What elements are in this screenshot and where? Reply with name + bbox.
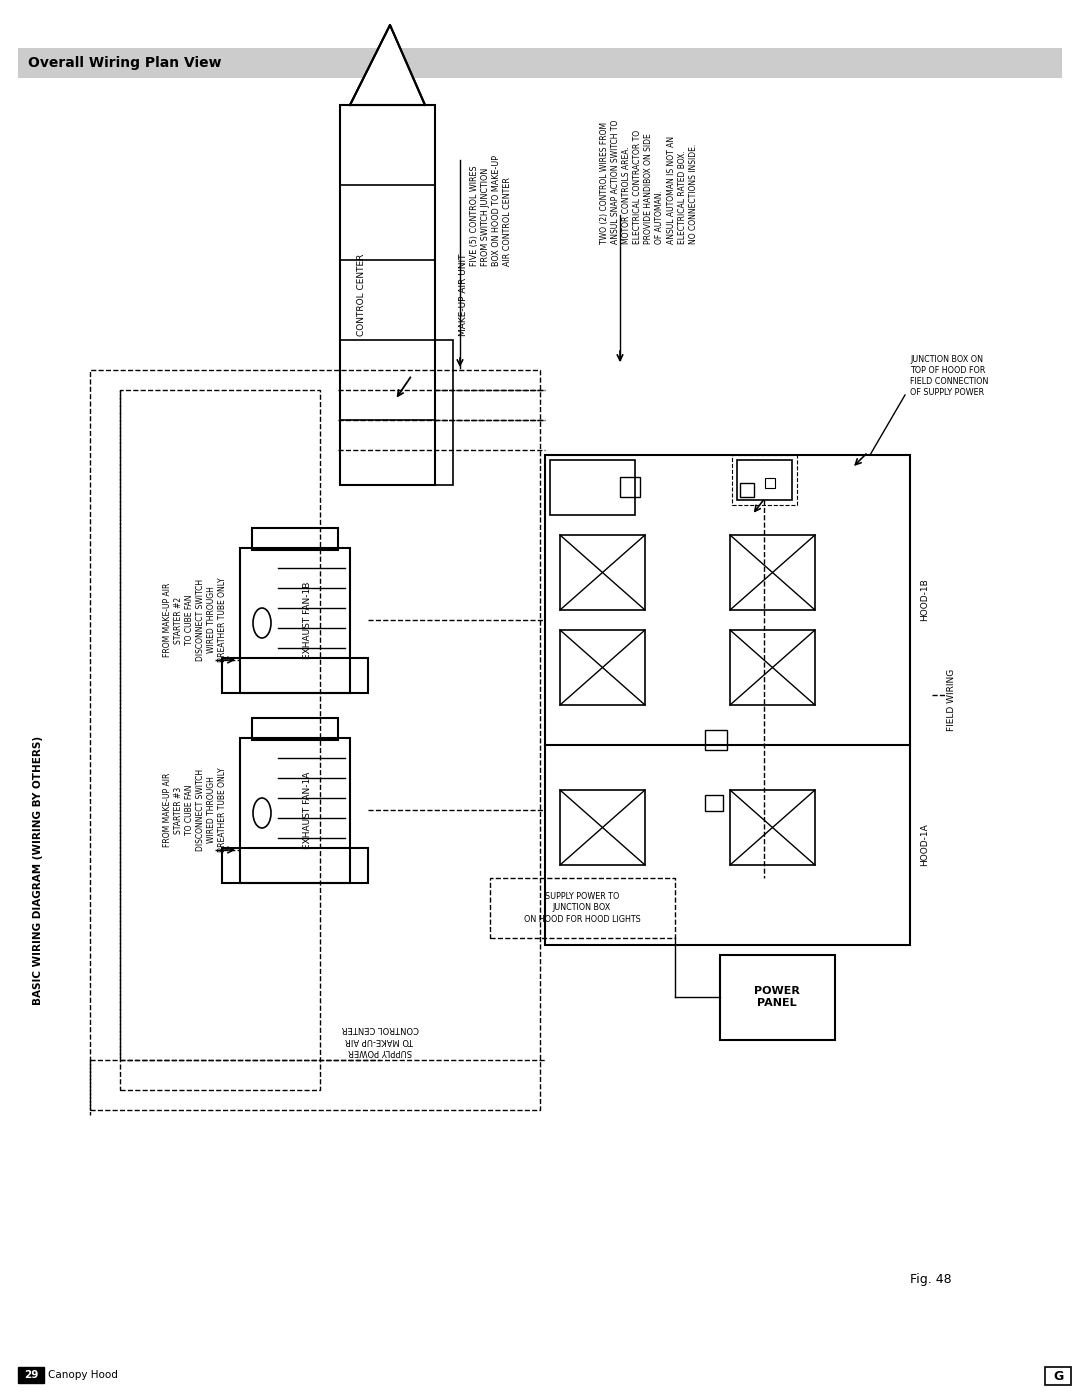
- Bar: [561, 630, 645, 705]
- Text: SUPPLY POWER TO
JUNCTION BOX
ON HOOD FOR HOOD LIGHTS: SUPPLY POWER TO JUNCTION BOX ON HOOD FOR…: [524, 893, 640, 923]
- Text: HOOD-1A: HOOD-1A: [920, 824, 929, 866]
- Bar: [1045, 1368, 1071, 1384]
- Bar: [18, 1368, 44, 1383]
- Bar: [120, 390, 320, 1090]
- Text: CONTROL CENTER: CONTROL CENTER: [357, 254, 366, 337]
- Bar: [705, 795, 723, 812]
- Text: MAKE-UP AIR UNIT: MAKE-UP AIR UNIT: [459, 254, 468, 337]
- Text: EXHAUST FAN-1A: EXHAUST FAN-1A: [303, 771, 312, 849]
- Text: BASIC WIRING DIAGRAM (WIRING BY OTHERS): BASIC WIRING DIAGRAM (WIRING BY OTHERS): [33, 735, 43, 1004]
- Bar: [561, 789, 645, 865]
- Text: HOOD-1B: HOOD-1B: [920, 578, 929, 622]
- Bar: [620, 476, 640, 497]
- Bar: [732, 455, 797, 504]
- Bar: [550, 460, 635, 515]
- Text: TWO (2) CONTROL WIRES FROM
ANSUL SNAP ACTION SWITCH TO
MOTOR CONTROLS AREA.
ELEC: TWO (2) CONTROL WIRES FROM ANSUL SNAP AC…: [600, 120, 698, 244]
- Text: FIVE (5) CONTROL WIRES
FROM SWITCH JUNCTION
BOX ON HOOD TO MAKE-UP
AIR CONTROL C: FIVE (5) CONTROL WIRES FROM SWITCH JUNCT…: [470, 155, 512, 265]
- Bar: [737, 460, 792, 500]
- Text: EXHAUST FAN-1B: EXHAUST FAN-1B: [303, 581, 312, 659]
- Bar: [222, 848, 368, 883]
- Text: Overall Wiring Plan View: Overall Wiring Plan View: [28, 56, 221, 70]
- Bar: [730, 535, 815, 610]
- Text: G: G: [1053, 1369, 1063, 1383]
- Text: 29: 29: [24, 1370, 38, 1380]
- Text: SUPPLY POWER
TO MAKE-UP AIR
CONTROL CENTER: SUPPLY POWER TO MAKE-UP AIR CONTROL CENT…: [341, 1024, 419, 1056]
- Bar: [340, 105, 435, 485]
- Bar: [490, 877, 675, 937]
- Polygon shape: [350, 25, 426, 105]
- Bar: [730, 630, 815, 705]
- Bar: [252, 528, 338, 550]
- Text: FIELD WIRING: FIELD WIRING: [947, 669, 957, 731]
- Bar: [240, 738, 350, 883]
- Text: Fig. 48: Fig. 48: [910, 1274, 951, 1287]
- Bar: [765, 478, 775, 488]
- Text: POWER
PANEL: POWER PANEL: [754, 986, 800, 1007]
- Bar: [222, 658, 368, 693]
- Bar: [705, 731, 727, 750]
- Bar: [435, 339, 453, 485]
- Bar: [90, 370, 540, 1111]
- Bar: [545, 455, 910, 944]
- Bar: [740, 483, 754, 497]
- Bar: [240, 548, 350, 693]
- Text: JUNCTION BOX ON
TOP OF HOOD FOR
FIELD CONNECTION
OF SUPPLY POWER: JUNCTION BOX ON TOP OF HOOD FOR FIELD CO…: [910, 355, 988, 397]
- Text: FROM MAKE-UP AIR
STARTER #2
TO CUBE FAN
DISCONNECT SWITCH
WIRED THROUGH
BREATHER: FROM MAKE-UP AIR STARTER #2 TO CUBE FAN …: [163, 578, 227, 662]
- Bar: [252, 718, 338, 740]
- Bar: [720, 956, 835, 1039]
- Text: FROM MAKE-UP AIR
STARTER #3
TO CUBE FAN
DISCONNECT SWITCH
WIRED THROUGH
BREATHER: FROM MAKE-UP AIR STARTER #3 TO CUBE FAN …: [163, 768, 227, 852]
- Bar: [730, 789, 815, 865]
- Bar: [18, 47, 1062, 78]
- Bar: [561, 535, 645, 610]
- Text: Canopy Hood: Canopy Hood: [48, 1370, 118, 1380]
